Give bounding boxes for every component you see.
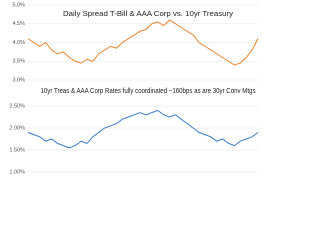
y-tick-label: 4.5% [12,21,25,27]
y-tick-label: 2.00% [9,125,25,131]
y-tick-label: 2.50% [9,103,25,109]
y-tick-label: 1.50% [9,147,25,153]
y-tick-label: 3.5% [12,59,25,65]
chart-title: Daily Spread T-Bill & AAA Corp vs. 10yr … [63,11,234,18]
y-tick-label: 3.0% [12,77,25,83]
y-tick-label: 5.0% [12,2,25,8]
chart-title: 10yr Treas & AAA Corp Rates fully coordi… [41,88,256,95]
y-tick-label: 1.00% [9,169,25,175]
data-line [27,109,259,149]
data-line [27,19,259,66]
y-tick-label: 4.0% [12,40,25,46]
chart: 3.0% 3.5% 4.0% 4.5% 5.0% Daily Spread T-Bill … [9,2,259,175]
